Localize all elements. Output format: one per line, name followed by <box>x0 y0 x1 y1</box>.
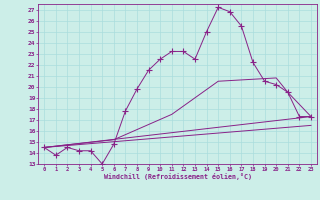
X-axis label: Windchill (Refroidissement éolien,°C): Windchill (Refroidissement éolien,°C) <box>104 173 252 180</box>
